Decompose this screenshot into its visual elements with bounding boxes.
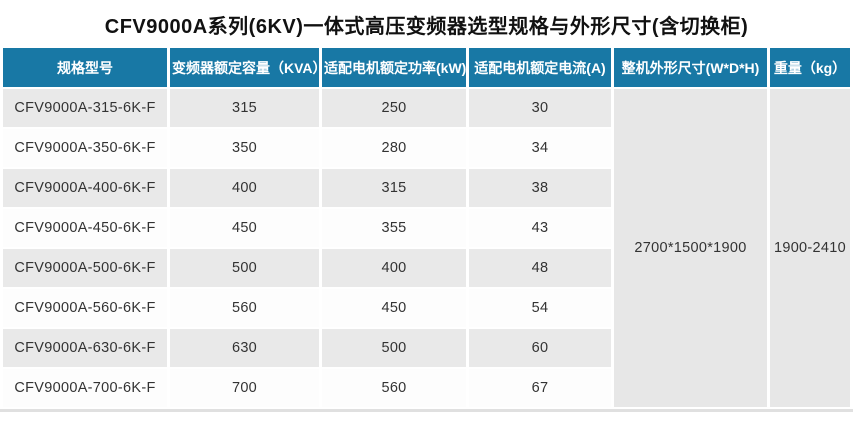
cell-model: CFV9000A-700-6K-F (3, 369, 167, 407)
cell-model: CFV9000A-450-6K-F (3, 209, 167, 247)
cell-capacity: 500 (170, 249, 319, 287)
table-row: CFV9000A-450-6K-F 450 355 43 (3, 209, 850, 247)
cell-power: 250 (322, 89, 466, 127)
col-header-capacity-kva: 变频器额定容量（KVA） (170, 48, 319, 87)
cell-current: 67 (469, 369, 611, 407)
spec-table: 规格型号 变频器额定容量（KVA） 适配电机额定功率(kW) 适配电机额定电流(… (0, 46, 853, 409)
page-title: CFV9000A系列(6KV)一体式高压变频器选型规格与外形尺寸(含切换柜) (104, 16, 749, 38)
cell-power: 280 (322, 129, 466, 167)
cell-current: 48 (469, 249, 611, 287)
cell-current: 30 (469, 89, 611, 127)
cell-power: 355 (322, 209, 466, 247)
cell-current: 38 (469, 169, 611, 207)
table-row: CFV9000A-350-6K-F 350 280 34 (3, 129, 850, 167)
cell-overall-dimensions: 2700*1500*1900 (614, 89, 767, 407)
table-row: CFV9000A-315-6K-F 315 250 30 2700*1500*1… (3, 89, 850, 407)
cell-power: 450 (322, 289, 466, 327)
cell-capacity: 700 (170, 369, 319, 407)
cell-capacity: 560 (170, 289, 319, 327)
cell-capacity: 400 (170, 169, 319, 207)
cell-power: 400 (322, 249, 466, 287)
col-header-power-kw: 适配电机额定功率(kW) (322, 48, 466, 87)
cell-current: 60 (469, 329, 611, 367)
table-row: CFV9000A-500-6K-F 500 400 48 (3, 249, 850, 287)
cell-model: CFV9000A-630-6K-F (3, 329, 167, 367)
cell-capacity: 450 (170, 209, 319, 247)
table-row: CFV9000A-560-6K-F 560 450 54 (3, 289, 850, 327)
cell-capacity: 630 (170, 329, 319, 367)
cell-model: CFV9000A-560-6K-F (3, 289, 167, 327)
cell-power: 560 (322, 369, 466, 407)
table-row: CFV9000A-700-6K-F 700 560 67 (3, 369, 850, 407)
cell-capacity: 315 (170, 89, 319, 127)
col-header-weight: 重量（kg） (770, 48, 850, 87)
cell-model: CFV9000A-350-6K-F (3, 129, 167, 167)
cell-power: 315 (322, 169, 466, 207)
cell-capacity: 350 (170, 129, 319, 167)
col-header-current-a: 适配电机额定电流(A) (469, 48, 611, 87)
header-row: 规格型号 变频器额定容量（KVA） 适配电机额定功率(kW) 适配电机额定电流(… (3, 48, 850, 87)
cell-weight-range: 1900-2410 (770, 89, 850, 407)
cell-power: 500 (322, 329, 466, 367)
col-header-dimensions: 整机外形尺寸(W*D*H) (614, 48, 767, 87)
cell-model: CFV9000A-315-6K-F (3, 89, 167, 127)
cell-model: CFV9000A-500-6K-F (3, 249, 167, 287)
col-header-model: 规格型号 (3, 48, 167, 87)
cell-current: 34 (469, 129, 611, 167)
table-bottom-border (0, 409, 853, 412)
table-row: CFV9000A-630-6K-F 630 500 60 (3, 329, 850, 367)
cell-current: 43 (469, 209, 611, 247)
cell-current: 54 (469, 289, 611, 327)
table-row: CFV9000A-400-6K-F 400 315 38 (3, 169, 850, 207)
cell-model: CFV9000A-400-6K-F (3, 169, 167, 207)
